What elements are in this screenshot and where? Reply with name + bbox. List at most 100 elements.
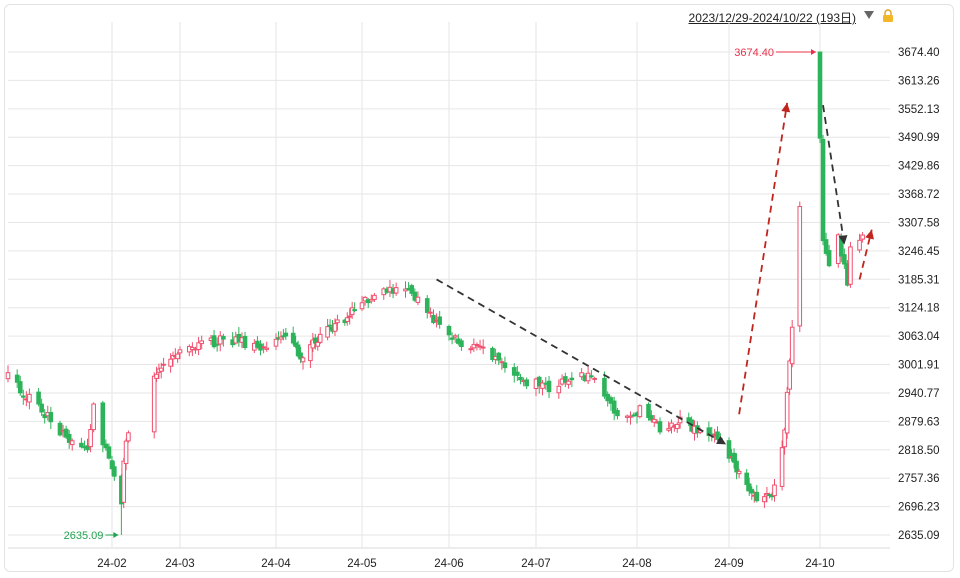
y-tick-label: 3124.18 [898, 303, 940, 315]
lock-icon[interactable] [882, 9, 894, 23]
candle-body [563, 376, 568, 383]
x-tick-label: 24-10 [805, 558, 834, 570]
candle-body [789, 326, 795, 365]
x-tick-label: 24-09 [714, 558, 743, 570]
candle-body [524, 379, 529, 387]
candle-body [91, 403, 96, 431]
candle-body [123, 440, 129, 465]
candle-body [412, 291, 418, 301]
candle-body [300, 357, 306, 363]
candle-body [161, 363, 166, 366]
annotation-arrow-line [436, 278, 727, 446]
candle-body [754, 491, 760, 502]
candle-body [48, 411, 54, 423]
date-range-selector[interactable]: 2023/12/29-2024/10/22 (193日) [688, 11, 856, 25]
candle-body [496, 352, 502, 361]
candle-body [69, 440, 75, 446]
candle-body [424, 298, 430, 313]
candle-body [362, 296, 368, 302]
candle-body [315, 341, 321, 347]
candle-body [449, 337, 455, 340]
candle-body [518, 376, 523, 381]
candle-body [602, 377, 607, 397]
candle-body [746, 483, 752, 492]
y-tick-label: 2696.23 [898, 502, 940, 514]
y-tick-label: 2818.50 [898, 445, 940, 457]
candle-body [556, 385, 562, 394]
candle-body [109, 460, 115, 470]
candle-body [651, 418, 657, 423]
candle-body [158, 367, 164, 372]
candle-body [637, 405, 643, 418]
candle-body [85, 445, 90, 451]
y-tick-label: 3185.31 [898, 274, 940, 286]
candle-body [511, 367, 517, 376]
candle-body [474, 344, 480, 347]
candle-body [317, 333, 323, 343]
candle-body [313, 337, 318, 344]
candle-body [112, 466, 117, 477]
candle-body [826, 250, 832, 267]
candle-body [298, 352, 303, 360]
triangle-down-icon[interactable] [864, 11, 874, 19]
candle-body [154, 373, 159, 379]
candle-body [121, 460, 127, 503]
candle-body [27, 393, 32, 403]
candle-body [415, 296, 421, 303]
candle-body [468, 348, 474, 351]
candle-body [63, 428, 69, 438]
candle-body [611, 400, 617, 414]
x-tick-label: 24-03 [165, 558, 194, 570]
y-tick-label: 3063.04 [898, 331, 940, 343]
candle-body [615, 409, 620, 417]
y-tick-label: 2879.63 [898, 416, 940, 428]
candle-body [264, 347, 270, 350]
candle-body [666, 428, 671, 431]
candle-body [736, 470, 742, 475]
candle-body [569, 377, 575, 381]
candle-body [100, 402, 106, 446]
candle-body [734, 460, 739, 473]
candle-body [36, 391, 41, 405]
candle-body [66, 433, 72, 443]
candle-body [782, 429, 787, 448]
candle-body [817, 51, 823, 139]
candle-body [325, 326, 330, 338]
candle-body [515, 371, 520, 376]
candle-body [347, 315, 353, 318]
candle-body [459, 340, 464, 348]
candle-body [674, 423, 680, 430]
candle-body [403, 288, 408, 292]
candle-body [589, 375, 594, 378]
candle-body [168, 358, 173, 367]
candle-body [103, 443, 109, 449]
y-tick-label: 3552.13 [898, 104, 940, 116]
candle-body [749, 488, 755, 494]
candle-body [769, 495, 775, 498]
y-tick-label: 2635.09 [898, 530, 940, 542]
x-tick-label: 24-08 [622, 558, 651, 570]
candle-body [196, 342, 201, 350]
candle-body [715, 431, 720, 440]
y-tick-label: 3307.58 [898, 217, 940, 229]
candle-body [217, 335, 223, 345]
candle-body [762, 496, 767, 503]
candle-body [126, 432, 131, 442]
x-tick-label: 24-06 [434, 558, 463, 570]
candle-body [452, 335, 458, 338]
y-tick-label: 3613.26 [898, 75, 940, 87]
candle-body [409, 285, 415, 294]
candle-body [242, 335, 248, 348]
candle-body [332, 323, 338, 332]
candle-body [372, 294, 377, 300]
x-tick-label: 24-07 [521, 558, 550, 570]
candle-body [767, 494, 772, 497]
y-tick-label: 3490.99 [898, 132, 940, 144]
candle-body [579, 372, 584, 378]
candle-body [428, 311, 433, 314]
x-tick-label: 24-05 [347, 558, 376, 570]
y-tick-label: 3001.91 [898, 360, 940, 372]
candle-body [214, 343, 220, 346]
min-pointer-arrow [113, 532, 119, 538]
